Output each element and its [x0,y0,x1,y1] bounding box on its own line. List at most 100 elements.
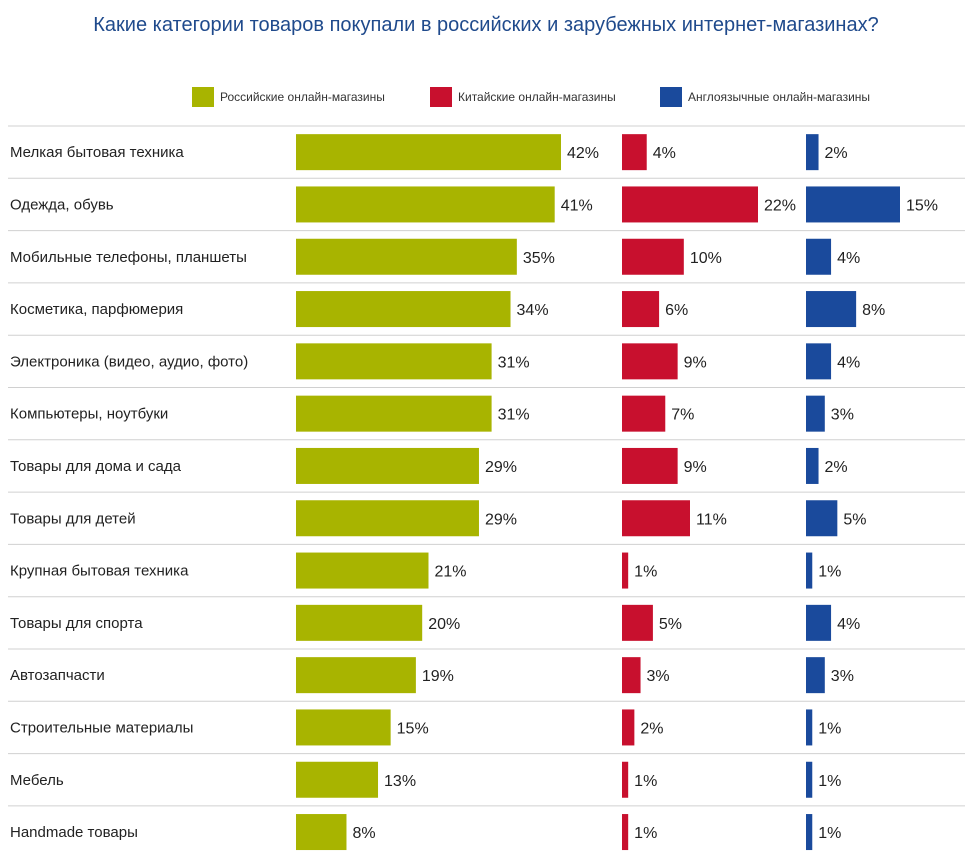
bar [622,238,684,275]
legend-swatch-english [660,87,682,107]
bar [622,291,660,328]
category-label: Handmade товары [10,824,138,841]
bar [806,709,813,746]
data-label: 9% [684,354,707,371]
bar [622,709,635,746]
data-label: 1% [818,564,841,581]
data-label: 1% [634,773,657,790]
data-label: 22% [764,197,796,214]
category-label: Компьютеры, ноутбуки [10,406,168,423]
data-label: 31% [498,407,530,424]
category-label: Мелкая бытовая техника [10,144,184,161]
bar [296,291,511,328]
bar [806,395,825,432]
category-label: Крупная бытовая техника [10,563,189,580]
legend: Российские онлайн-магазины Китайские онл… [0,86,972,110]
bar [296,343,492,380]
data-label: 34% [517,302,549,319]
bar [296,657,416,694]
data-label: 1% [818,773,841,790]
bar [622,343,678,380]
data-label: 3% [831,407,854,424]
bar [296,238,517,275]
bar [296,814,347,851]
data-label: 10% [690,250,722,267]
data-label: 42% [567,145,599,162]
data-label: 2% [825,145,848,162]
bar [296,761,379,798]
legend-item-russian: Российские онлайн-магазины [192,86,385,108]
bar [806,134,819,171]
bar [296,134,561,171]
bar [806,186,900,223]
bar [296,186,555,223]
bar [622,186,758,223]
data-label: 4% [837,250,860,267]
bar [622,657,641,694]
data-label: 1% [818,720,841,737]
category-label: Косметика, парфюмерия [10,301,183,318]
data-label: 15% [906,197,938,214]
category-label: Мобильные телефоны, планшеты [10,249,247,266]
category-label: Товары для детей [10,510,136,527]
bar [806,343,832,380]
chart-title: Какие категории товаров покупали в росси… [93,14,879,36]
data-label: 5% [659,616,682,633]
bar [806,500,838,537]
data-label: 2% [640,720,663,737]
data-label: 6% [665,302,688,319]
legend-label-english: Англоязычные онлайн-магазины [688,90,871,104]
bar [296,604,423,641]
bar [806,447,819,484]
bar [806,238,832,275]
data-label: 13% [384,773,416,790]
data-label: 4% [653,145,676,162]
bar [622,500,690,537]
data-label: 11% [696,511,727,528]
data-label: 41% [561,197,593,214]
data-label: 2% [825,459,848,476]
data-label: 9% [684,459,707,476]
data-label: 4% [837,354,860,371]
data-label: 29% [485,511,517,528]
bar [296,709,391,746]
data-label: 21% [435,564,467,581]
category-label: Товары для спорта [10,615,143,632]
data-label: 31% [498,354,530,371]
data-label: 3% [831,668,854,685]
data-label: 20% [428,616,460,633]
category-label: Автозапчасти [10,667,105,684]
category-label: Мебель [10,772,64,789]
data-label: 8% [352,825,375,842]
bar [806,814,813,851]
bar [806,604,832,641]
category-label: Строительные материалы [10,719,193,736]
data-label: 7% [671,407,694,424]
bar [622,395,666,432]
category-label: Товары для дома и сада [10,458,182,475]
legend-swatch-chinese [430,87,452,107]
bar [296,447,479,484]
bar [622,447,678,484]
legend-item-english: Англоязычные онлайн-магазины [660,86,870,108]
bar [622,604,653,641]
bar [806,552,813,589]
category-label: Одежда, обувь [10,196,114,213]
legend-label-russian: Российские онлайн-магазины [220,90,385,104]
data-label: 1% [634,825,657,842]
data-label: 29% [485,459,517,476]
data-label: 3% [647,668,670,685]
category-label: Электроника (видео, аудио, фото) [10,353,248,370]
data-label: 5% [843,511,866,528]
data-label: 1% [818,825,841,842]
bar [622,134,647,171]
bar [622,552,629,589]
data-label: 19% [422,668,454,685]
bar [622,814,629,851]
legend-swatch-russian [192,87,214,107]
legend-item-chinese: Китайские онлайн-магазины [430,86,616,108]
bar [806,291,857,328]
data-label: 35% [523,250,555,267]
bar [622,761,629,798]
